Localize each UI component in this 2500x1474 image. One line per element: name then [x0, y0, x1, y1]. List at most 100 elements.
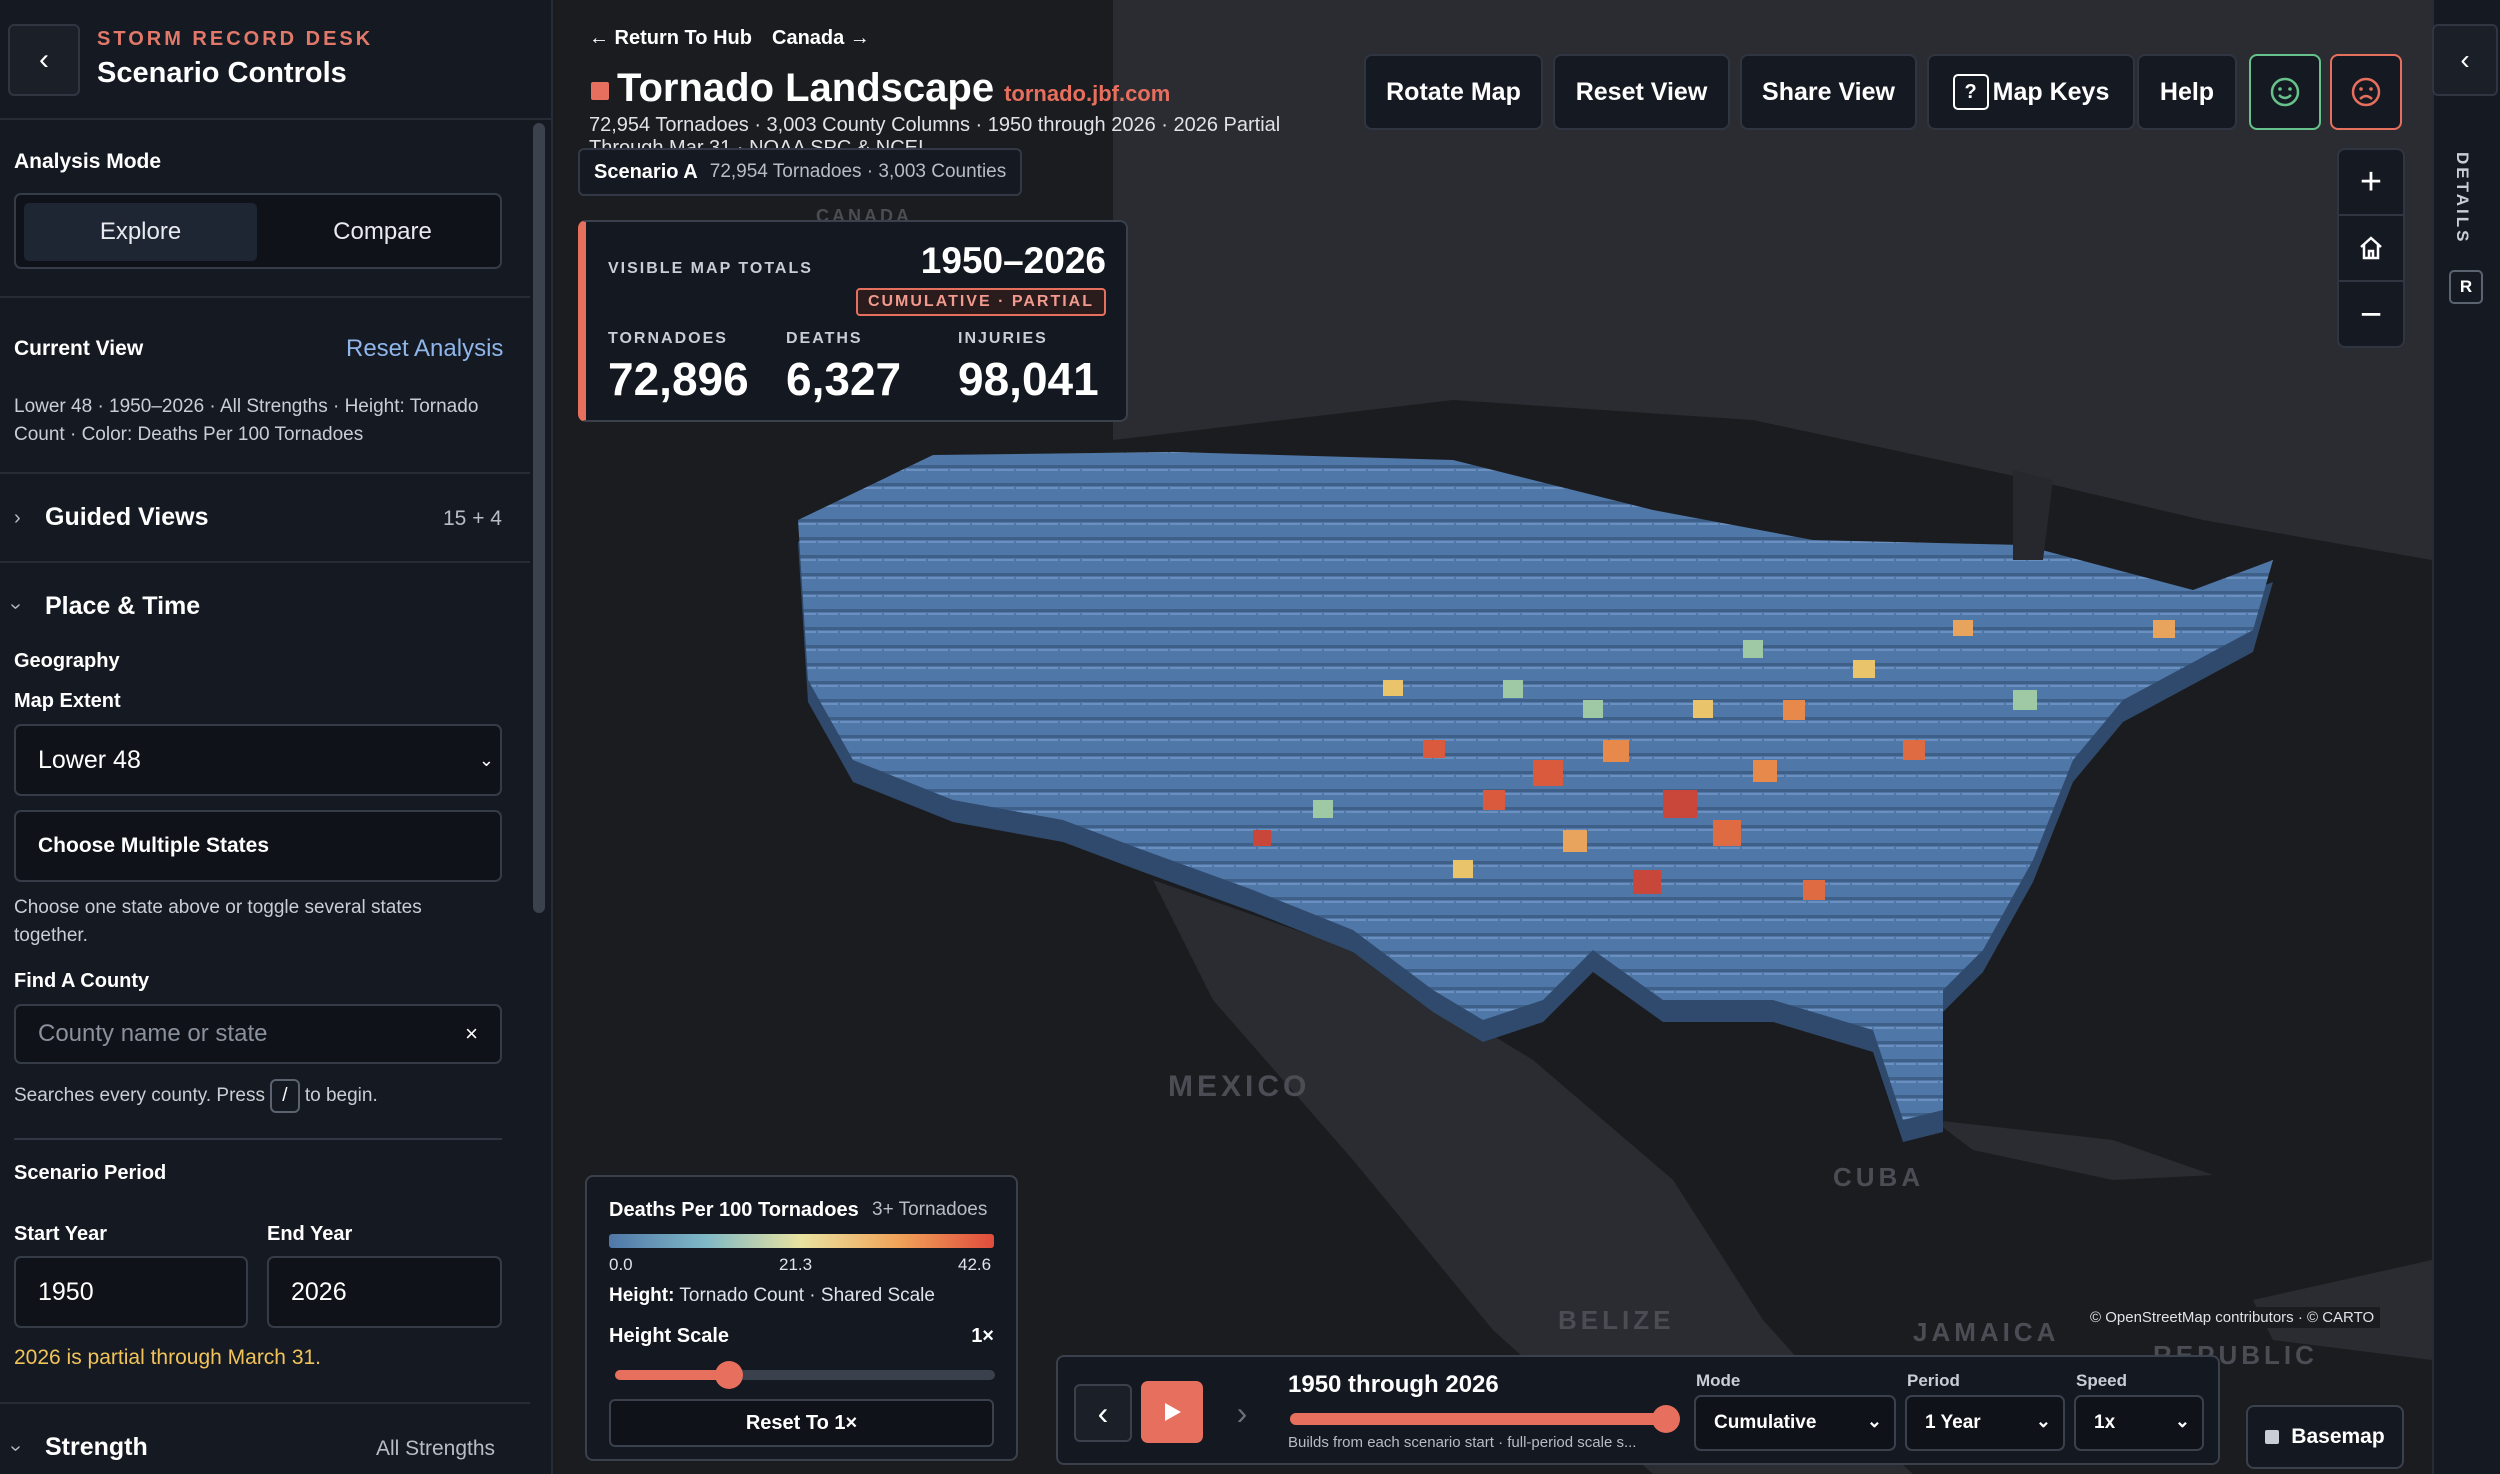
start-year-label: Start Year	[14, 1223, 108, 1245]
share-view-button[interactable]: Share View	[1740, 54, 1917, 130]
height-scale-slider[interactable]	[615, 1361, 995, 1389]
map-extent-value: Lower 48	[38, 745, 141, 774]
map-keys-label: Map Keys	[1992, 77, 2110, 106]
map-label-mexico: MEXICO	[1168, 1070, 1311, 1103]
analysis-mode-toggle: Explore Compare	[14, 193, 502, 269]
legend-filter: 3+ Tornadoes	[872, 1199, 988, 1220]
mode-label: Mode	[1696, 1371, 1741, 1390]
timeline-thumb[interactable]	[1652, 1405, 1680, 1433]
deaths-total: 6,327	[786, 353, 902, 405]
height-scale-thumb[interactable]	[715, 1361, 743, 1389]
playback-title: 1950 through 2026	[1288, 1371, 1499, 1398]
reset-view-button[interactable]: Reset View	[1553, 54, 1730, 130]
step-back-button[interactable]: ‹	[1074, 1384, 1132, 1442]
strength-toggle[interactable]: Strength	[45, 1433, 148, 1461]
sidebar-title: Scenario Controls	[97, 57, 347, 89]
chevron-left-icon: ‹	[2460, 44, 2470, 75]
play-icon	[1165, 1403, 1181, 1421]
cumulative-partial-badge: CUMULATIVE · PARTIAL	[855, 288, 1106, 316]
height-note: Height: Tornado Count · Shared Scale	[609, 1285, 935, 1307]
help-button[interactable]: Help	[2137, 54, 2237, 130]
details-tab-label[interactable]: DETAILS	[2453, 152, 2472, 245]
period-select[interactable]: 1 Year ⌄	[1905, 1395, 2065, 1451]
zoom-in-button[interactable]: +	[2339, 150, 2403, 216]
place-time-toggle[interactable]: Place & Time	[45, 592, 201, 620]
basemap-button[interactable]: Basemap	[2246, 1405, 2404, 1469]
timeline-fill	[1290, 1413, 1666, 1425]
strength-value: All Strengths	[376, 1437, 496, 1460]
timeline-slider[interactable]	[1290, 1405, 1680, 1433]
county-search-input[interactable]: County name or state ×	[14, 1004, 502, 1064]
legend-mid: 21.3	[779, 1255, 813, 1274]
slash-key-hint: /	[270, 1079, 300, 1113]
basemap-label: Basemap	[2291, 1425, 2385, 1448]
map-extent-select[interactable]: Lower 48 ⌄	[14, 724, 502, 796]
legend-min: 0.0	[609, 1255, 633, 1274]
map-extent-label: Map Extent	[14, 690, 121, 712]
reset-analysis-link[interactable]: Reset Analysis	[346, 335, 504, 362]
mode-explore-button[interactable]: Explore	[24, 203, 257, 261]
guided-views-count: 15 + 4	[443, 507, 502, 530]
layers-icon	[2265, 1430, 2280, 1444]
start-year-input[interactable]: 1950	[14, 1256, 248, 1328]
canada-landmass	[1113, 0, 2432, 560]
step-forward-button[interactable]: ›	[1213, 1384, 1271, 1442]
end-year-input[interactable]: 2026	[267, 1256, 502, 1328]
partial-year-note: 2026 is partial through March 31.	[14, 1346, 322, 1369]
color-legend: Deaths Per 100 Tornadoes 3+ Tornadoes 0.…	[585, 1175, 1018, 1461]
scenario-sidebar: ‹ STORM RECORD DESK Scenario Controls An…	[0, 0, 553, 1474]
great-lakes	[2013, 470, 2053, 560]
expand-details-button[interactable]: ‹	[2432, 24, 2498, 96]
chevron-down-icon: ⌄	[478, 749, 494, 770]
legend-color-ramp	[609, 1234, 994, 1248]
cuba-landmass	[1933, 1120, 2213, 1180]
map-attribution[interactable]: © OpenStreetMap contributors · © CARTO	[2084, 1307, 2381, 1328]
map-background	[798, 0, 2432, 1474]
choose-states-help: Choose one state above or toggle several…	[14, 897, 422, 946]
chevron-down-icon: ⌄	[2035, 1411, 2051, 1431]
mode-select[interactable]: Cumulative ⌄	[1694, 1395, 1896, 1451]
mode-compare-button[interactable]: Compare	[333, 218, 432, 245]
chevron-down-icon: ⌄	[2174, 1411, 2190, 1431]
map-label-jamaica: JAMAICA	[1913, 1317, 2060, 1347]
map-keys-button[interactable]: ? Map Keys	[1927, 54, 2135, 130]
zoom-out-button[interactable]: −	[2359, 293, 2383, 336]
height-scale-value: 1×	[971, 1325, 994, 1347]
map-label-cuba: CUBA	[1833, 1162, 1925, 1192]
play-button[interactable]	[1141, 1381, 1203, 1443]
frown-icon	[2351, 77, 2381, 107]
details-key-hint: R	[2449, 270, 2483, 304]
speed-select[interactable]: 1x ⌄	[2074, 1395, 2204, 1451]
playback-subtitle: Builds from each scenario start · full-p…	[1288, 1434, 1637, 1451]
totals-label: VISIBLE MAP TOTALS	[608, 260, 813, 277]
scenario-pill: Scenario A 72,954 Tornadoes · 3,003 Count…	[578, 148, 1023, 196]
choose-multiple-states-button[interactable]: Choose Multiple States	[14, 810, 502, 882]
playback-bar: ‹ › 1950 through 2026 Builds from each s…	[1056, 1355, 2220, 1465]
sidebar-scrollbar[interactable]	[533, 123, 545, 913]
height-label: Height:	[609, 1285, 675, 1306]
county-search-help-post: to begin.	[304, 1085, 378, 1106]
rotate-map-button[interactable]: Rotate Map	[1364, 54, 1543, 130]
home-button[interactable]	[2339, 216, 2403, 282]
return-to-hub-link[interactable]: ← Return To Hub	[589, 27, 752, 49]
site-url[interactable]: tornado.jbf.com	[1004, 81, 1171, 106]
clear-icon[interactable]: ×	[465, 1021, 478, 1046]
reset-scale-button[interactable]: Reset To 1×	[609, 1399, 994, 1447]
positive-feedback-button[interactable]	[2249, 54, 2321, 130]
collapse-sidebar-button[interactable]: ‹	[8, 24, 80, 96]
current-view-summary: Lower 48 · 1950–2026 · All Strengths · H…	[14, 396, 479, 445]
scenario-meta: 72,954 Tornadoes · 3,003 Counties	[709, 161, 1007, 182]
chevron-down-icon: ›	[4, 1445, 27, 1452]
next-region-link[interactable]: Canada →	[772, 27, 870, 49]
chevron-down-icon: ›	[4, 603, 27, 610]
guided-views-toggle[interactable]: Guided Views	[45, 503, 209, 531]
page-title: Tornado Landscape tornado.jbf.com	[617, 66, 1170, 111]
home-icon	[2360, 236, 2382, 260]
negative-feedback-button[interactable]	[2330, 54, 2402, 130]
injuries-label: INJURIES	[958, 330, 1048, 347]
period-value: 1 Year	[1925, 1412, 1981, 1433]
chevron-left-icon: ‹	[1097, 1394, 1109, 1431]
smile-icon	[2270, 77, 2300, 107]
speed-value: 1x	[2094, 1412, 2116, 1433]
county-search-help-pre: Searches every county. Press	[14, 1085, 265, 1106]
